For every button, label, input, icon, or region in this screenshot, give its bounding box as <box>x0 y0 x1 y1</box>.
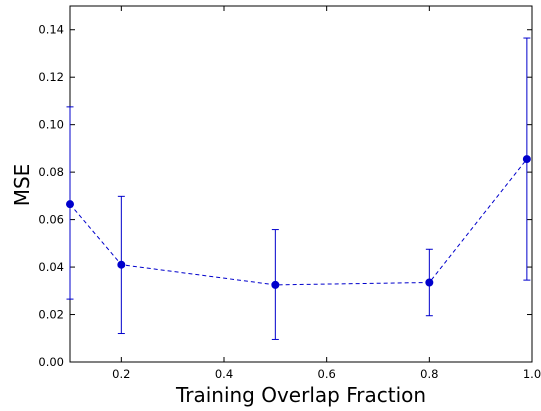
data-point <box>425 278 434 287</box>
y-tick-label: 0.10 <box>38 118 64 132</box>
y-tick-label: 0.12 <box>38 70 64 84</box>
y-tick-label: 0.00 <box>38 355 64 369</box>
y-tick-label: 0.08 <box>38 165 64 179</box>
x-tick-label: 1.0 <box>523 367 541 381</box>
data-point <box>522 155 531 164</box>
y-tick-label: 0.02 <box>38 308 64 322</box>
y-axis-title: MSE <box>10 164 34 207</box>
series-mse <box>66 37 531 340</box>
series-line <box>69 158 528 286</box>
plot-frame <box>69 5 533 363</box>
data-point <box>117 260 126 269</box>
data-point <box>271 280 280 289</box>
x-tick-label: 0.8 <box>420 367 438 381</box>
y-tick-label: 0.04 <box>38 260 64 274</box>
y-tick-label: 0.06 <box>38 213 64 227</box>
y-axis: 0.00 0.02 0.04 0.06 0.08 0.10 0.12 0.14 <box>38 23 532 369</box>
x-axis-title: Training Overlap Fraction <box>175 383 426 407</box>
x-tick-label: 0.6 <box>318 367 336 381</box>
data-point <box>66 200 74 209</box>
x-tick-label: 0.2 <box>112 367 130 381</box>
x-axis: 0.2 0.4 0.6 0.8 1.0 <box>112 6 541 381</box>
y-tick-label: 0.14 <box>38 23 64 37</box>
x-tick-label: 0.4 <box>215 367 233 381</box>
